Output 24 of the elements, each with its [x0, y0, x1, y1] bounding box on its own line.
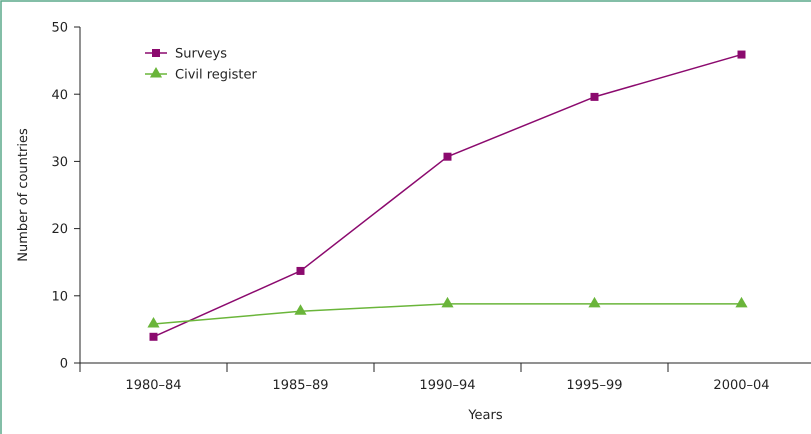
x-tick-label: 1995–99 — [566, 378, 623, 393]
legend-label: Civil register — [175, 68, 258, 83]
y-axis-title: Number of countries — [16, 128, 31, 262]
point — [441, 296, 454, 308]
point — [738, 50, 746, 59]
y-tick-label: 10 — [51, 289, 68, 304]
x-tick-label: 2000–04 — [713, 378, 770, 393]
point — [147, 317, 160, 328]
y-tick-label: 50 — [51, 20, 68, 36]
point — [588, 296, 601, 308]
point — [294, 304, 307, 315]
y-tick-label: 30 — [51, 154, 68, 170]
x-tick-label: 1980–84 — [125, 378, 182, 393]
y-tick-label: 0 — [60, 356, 68, 372]
point — [735, 296, 748, 308]
point — [444, 152, 452, 161]
x-tick-label: 1990–94 — [419, 378, 476, 393]
x-tick-label: 1985–89 — [272, 378, 329, 393]
point — [590, 92, 598, 101]
y-tick-label: 40 — [51, 88, 68, 103]
y-tick-label: 20 — [51, 222, 68, 238]
legend-label: Surveys — [175, 46, 228, 62]
x-axis-title: Years — [467, 408, 503, 423]
point — [296, 266, 304, 275]
